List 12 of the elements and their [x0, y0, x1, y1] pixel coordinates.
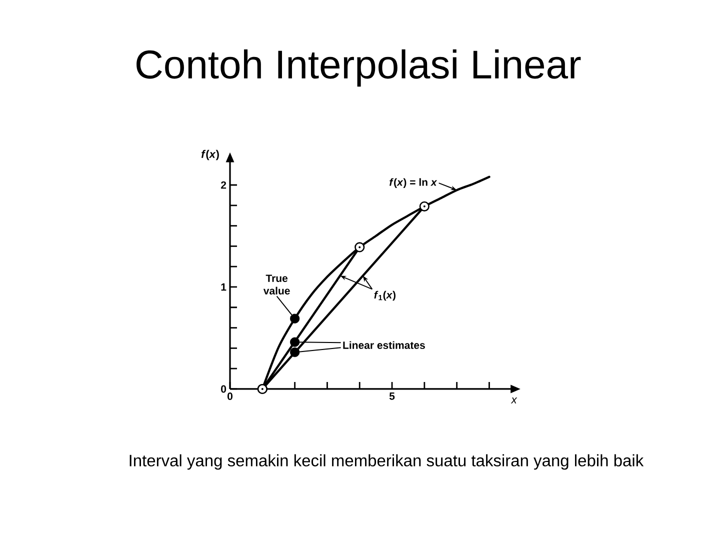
annotation: f(x) = ln x — [390, 178, 438, 188]
y-tick-label: 2 — [220, 181, 226, 189]
annotation: True value — [263, 274, 290, 295]
x-tick-label: 5 — [389, 392, 395, 400]
chart-title: Contoh Interpolasi Linear — [136, 49, 581, 87]
y-axis-title: f(x) — [201, 150, 219, 160]
text: Interval yang semakin kecil memberikan suatu taksiran yang lebih baik — [130, 454, 644, 470]
x-axis-title: x — [510, 398, 518, 404]
annotation: f$_{1}$(x) — [374, 290, 396, 301]
annotation: Linear estimates — [343, 341, 425, 349]
y-tick-label: 0 — [221, 385, 226, 393]
y-tick-label: 1 — [221, 283, 226, 291]
